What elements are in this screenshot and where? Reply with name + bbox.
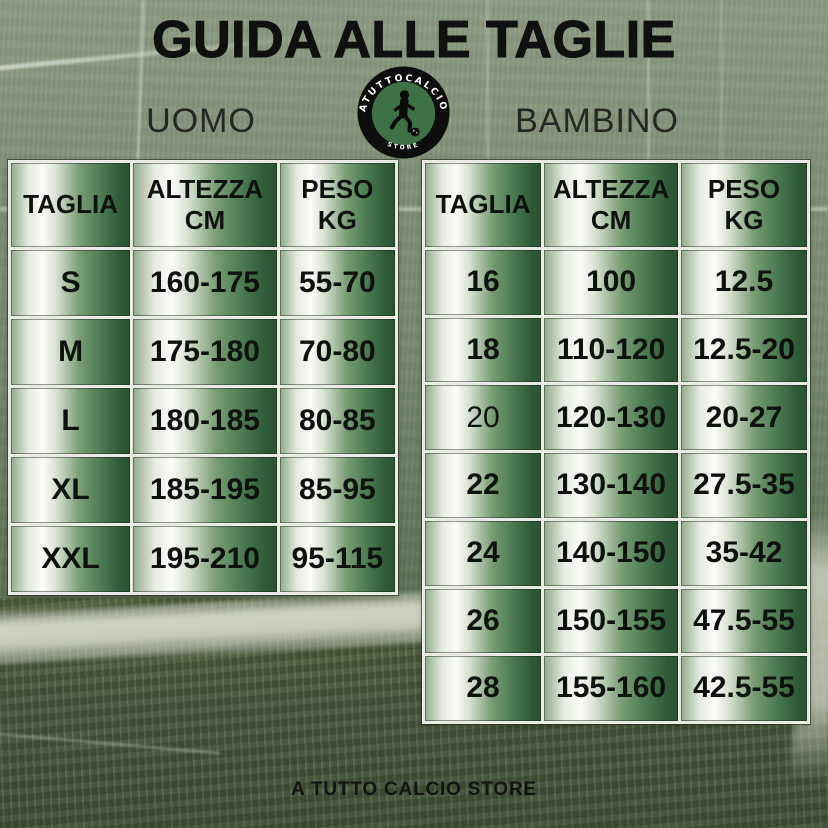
page-title: GUIDA ALLE TAGLIE [152,10,676,69]
soccer-player-icon [389,90,415,133]
cell-bambino-row5-col0: 26 [425,588,542,654]
cell-bambino-row0-col0: 16 [425,250,542,315]
cell-bambino-row6-col1: 155-160 [544,656,678,721]
store-name-footer: A TUTTO CALCIO STORE [291,779,537,800]
section-label-bambino: BAMBINO [515,102,679,140]
cell-bambino-row5-col2: 47.5-55 [681,588,807,654]
cell-uomo-row0-col2: 55-70 [279,250,395,316]
cell-bambino-row3-col2: 27.5-35 [681,453,807,518]
cell-bambino-row2-col0: 20 [425,385,542,451]
cell-bambino-row1-col2: 12.5-20 [681,317,807,383]
size-table-bambino: TAGLIA ALTEZZA CM PESO KG 16 100 12.5 18 110-120 1… [422,160,810,724]
cell-uomo-row3-col1: 185-195 [133,457,277,523]
header-cell-uomo-2: PESO KG [279,163,395,247]
cell-uomo-row3-col0: XL [11,457,131,523]
header-cell-uomo-0: TAGLIA [11,163,131,247]
cell-uomo-row4-col2: 95-115 [279,526,395,592]
cell-bambino-row3-col1: 130-140 [544,453,678,518]
cell-uomo-row0-col1: 160-175 [133,250,277,316]
cell-bambino-row3-col0: 22 [425,453,542,518]
cell-bambino-row5-col1: 150-155 [544,588,678,654]
cell-uomo-row2-col0: L [11,388,131,454]
header-cell-uomo-1: ALTEZZA CM [133,163,277,247]
cell-bambino-row4-col0: 24 [425,520,542,586]
pitch-line-vertical-3 [647,0,650,162]
store-logo: ATUTTOCALCIO STORE [357,66,450,159]
cell-uomo-row4-col1: 195-210 [133,526,277,592]
cell-bambino-row0-col1: 100 [544,250,678,315]
cell-uomo-row0-col0: S [11,250,131,316]
cell-bambino-row2-col2: 20-27 [681,385,807,451]
cell-bambino-row4-col1: 140-150 [544,520,678,586]
pitch-line-vertical-2 [486,0,489,160]
cell-uomo-row3-col2: 85-95 [279,457,395,523]
svg-text:STORE: STORE [386,141,420,151]
size-table-uomo: TAGLIA ALTEZZA CM PESO KG S 160-175 55-70 M 175-1… [8,160,398,595]
cell-uomo-row2-col1: 180-185 [133,388,277,454]
cell-bambino-row2-col1: 120-130 [544,385,678,451]
cell-uomo-row2-col2: 80-85 [279,388,395,454]
cell-bambino-row6-col0: 28 [425,656,542,721]
header-cell-bambino-2: PESO KG [681,163,807,247]
header-cell-bambino-1: ALTEZZA CM [544,163,678,247]
soccer-ball-icon [410,127,420,137]
logo-bottom-text: STORE [386,141,418,151]
cell-bambino-row1-col1: 110-120 [544,317,678,383]
header-cell-bambino-0: TAGLIA [425,163,542,247]
cell-uomo-row1-col1: 175-180 [133,319,277,385]
cell-uomo-row1-col2: 70-80 [279,319,395,385]
store-logo-badge: ATUTTOCALCIO STORE [357,66,450,159]
cell-uomo-row1-col0: M [11,319,131,385]
pitch-line-horizontal [0,207,828,211]
cell-uomo-row4-col0: XXL [11,526,131,592]
cell-bambino-row4-col2: 35-42 [681,520,807,586]
cell-bambino-row0-col2: 12.5 [681,250,807,315]
section-label-uomo: UOMO [146,102,256,140]
cell-bambino-row6-col2: 42.5-55 [681,656,807,721]
cell-bambino-row1-col0: 18 [425,317,542,383]
